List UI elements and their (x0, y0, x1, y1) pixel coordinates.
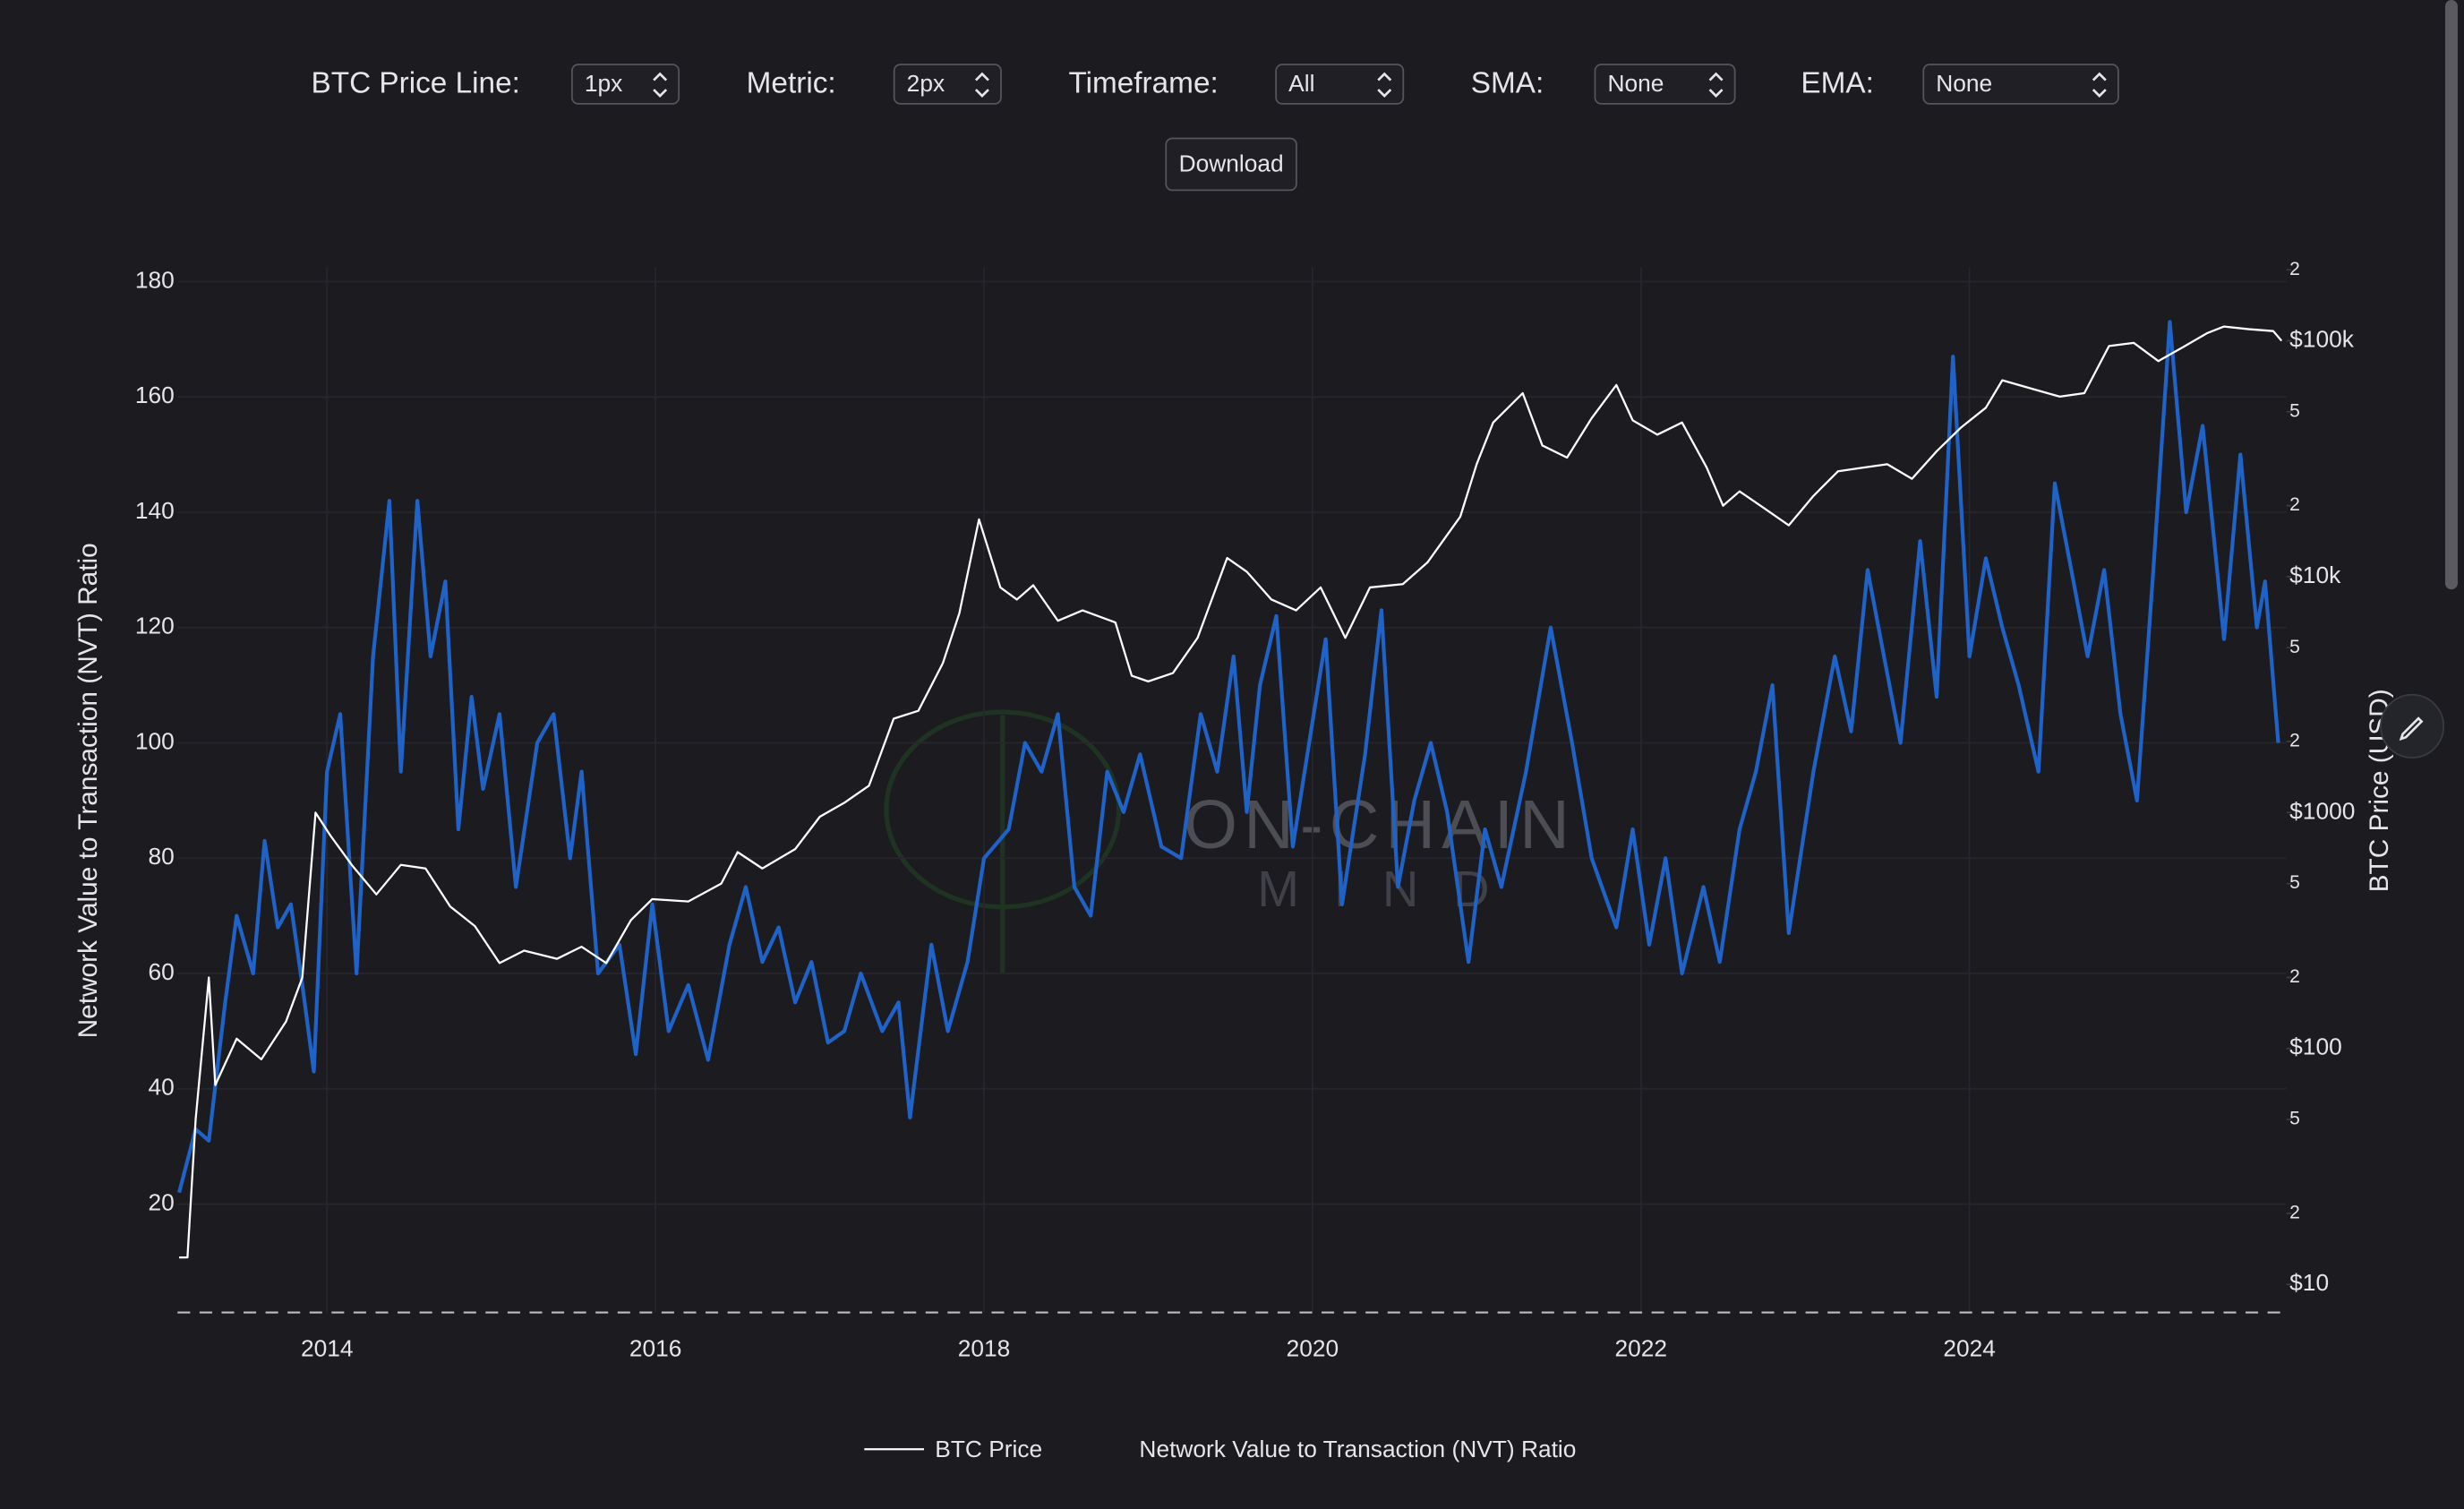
y-tick-label: 100 (135, 727, 175, 754)
y-tick-label: 140 (135, 497, 175, 524)
select-chevron (653, 72, 668, 98)
y-tick-label: 120 (135, 613, 175, 639)
scrollbar[interactable] (2444, 0, 2458, 590)
y2-tick-label: $10k (2289, 562, 2341, 588)
controls: BTC Price Line: 1px Metric: 2px Timeframe: Al… (312, 64, 2119, 105)
select[interactable] (570, 64, 680, 105)
control-label: EMA: (1801, 67, 1873, 100)
select-chevron (974, 72, 989, 98)
y-axis-title: Network Value to Transaction (NVT) Ratio (73, 543, 103, 1038)
y-tick-label: 80 (149, 843, 175, 870)
y2-tick-label: 5 (2289, 1109, 2300, 1129)
watermark-text: MIND (1257, 861, 1524, 917)
y-tick-label: 40 (149, 1074, 175, 1101)
y2-tick-label: 2 (2289, 494, 2300, 515)
x-tick-label: 2020 (1287, 1335, 1339, 1362)
y2-tick-label: $100k (2289, 325, 2355, 352)
y2-tick-label: 2 (2289, 731, 2300, 751)
y2-tick-label: $100 (2289, 1033, 2342, 1060)
watermark-text: ON-CHAIN (1184, 786, 1576, 863)
select-value: None (1936, 70, 1992, 97)
y-tick-label: 180 (135, 266, 175, 293)
select-chevron (2092, 72, 2107, 98)
plot: 20 40 60 80 100 120 140 160 180 2014 2016 2018 2020 2… (135, 259, 2355, 1362)
series-line (179, 325, 2283, 1259)
select[interactable] (1922, 64, 2119, 105)
x-tick-label: 2022 (1614, 1335, 1667, 1362)
download-button[interactable] (1165, 137, 1297, 192)
download-label: Download (1179, 150, 1284, 176)
select-value: 2px (907, 70, 945, 97)
select-chevron (1377, 72, 1392, 98)
x-tick-label: 2014 (301, 1335, 354, 1362)
y2-tick-label: 5 (2289, 872, 2300, 893)
y2-tick-label: 5 (2289, 637, 2300, 657)
y2-tick-label: 5 (2289, 400, 2300, 421)
legend-label: BTC Price (935, 1436, 1042, 1462)
control-label: SMA: (1471, 67, 1544, 100)
x-tick-label: 2016 (629, 1335, 682, 1362)
legend: BTC Price Network Value to Transaction (N… (864, 1436, 1576, 1462)
x-tick-label: 2018 (958, 1335, 1011, 1362)
x-tick-label: 2024 (1943, 1335, 1996, 1362)
select[interactable] (893, 64, 1002, 105)
select-value: All (1288, 70, 1314, 97)
y2-tick-label: 2 (2289, 259, 2300, 279)
control-label: Timeframe: (1068, 67, 1218, 100)
y-tick-label: 160 (135, 382, 175, 408)
y2-tick-label: $1000 (2289, 797, 2355, 824)
y-tick-label: 20 (149, 1188, 175, 1215)
y-tick-label: 60 (149, 958, 175, 985)
control-label: BTC Price Line: (312, 67, 520, 100)
select[interactable] (1594, 64, 1736, 105)
y2-tick-label: 2 (2289, 966, 2300, 987)
control-label: Metric: (747, 67, 836, 100)
select-value: 1px (585, 70, 622, 97)
series-line (177, 320, 2280, 1194)
edit-icon (2399, 716, 2424, 742)
select-value: None (1607, 70, 1664, 97)
legend-label: Network Value to Transaction (NVT) Ratio (1139, 1436, 1576, 1462)
select-chevron (1708, 72, 1724, 98)
y2-tick-label: 2 (2289, 1202, 2300, 1222)
y2-tick-label: $10 (2289, 1269, 2329, 1296)
select[interactable] (1275, 64, 1405, 105)
